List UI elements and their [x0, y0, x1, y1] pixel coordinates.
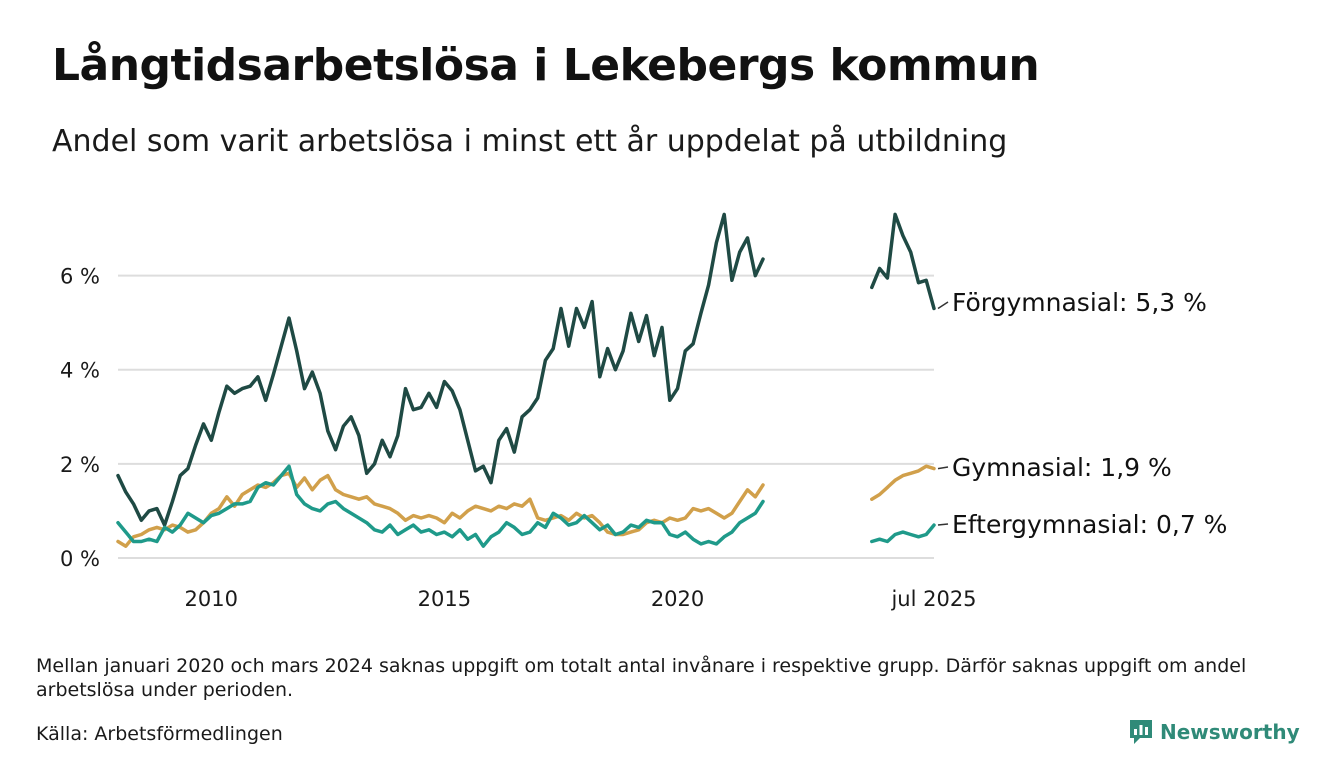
- series-lines: [116, 212, 936, 548]
- newsworthy-chart-icon: [1130, 720, 1152, 744]
- y-tick-label: 2 %: [60, 453, 100, 477]
- chart-subtitle: Andel som varit arbetslösa i minst ett å…: [52, 124, 1008, 159]
- series-end-label: Eftergymnasial: 0,7 %: [952, 510, 1227, 539]
- label-leader-line: [937, 523, 949, 526]
- series-line: [870, 523, 936, 544]
- series-line: [116, 464, 765, 548]
- x-tick-label: 2010: [185, 587, 238, 611]
- label-leader-line: [937, 301, 949, 310]
- line-chart: 0 % 2 % 4 % 6 % 2010 2015 2020 jul 2025 Förgym…: [60, 212, 1227, 611]
- y-tick-label: 0 %: [60, 547, 100, 571]
- label-leader-line: [937, 466, 949, 470]
- series-line: [870, 212, 936, 311]
- grid-lines: [118, 274, 934, 559]
- x-tick-label: 2020: [651, 587, 704, 611]
- series-line: [116, 471, 765, 548]
- brand-name: Newsworthy: [1160, 720, 1300, 744]
- series-end-label: Förgymnasial: 5,3 %: [952, 288, 1207, 317]
- series-line: [870, 464, 936, 501]
- x-axis-ticks: 2010 2015 2020 jul 2025: [185, 587, 977, 611]
- series-line: [116, 212, 765, 527]
- series-end-labels: Förgymnasial: 5,3 % Gymnasial: 1,9 % Efter…: [937, 288, 1227, 539]
- x-tick-label: jul 2025: [890, 587, 976, 611]
- x-tick-label: 2015: [418, 587, 471, 611]
- chart-title: Långtidsarbetslösa i Lekebergs kommun: [52, 40, 1040, 91]
- newsworthy-logo[interactable]: Newsworthy: [1128, 718, 1300, 746]
- y-axis-ticks: 0 % 2 % 4 % 6 %: [60, 265, 100, 571]
- chart-source: Källa: Arbetsförmedlingen: [36, 723, 283, 745]
- y-tick-label: 4 %: [60, 359, 100, 383]
- chart-note: Mellan januari 2020 och mars 2024 saknas…: [36, 655, 1247, 701]
- y-tick-label: 6 %: [60, 265, 100, 289]
- series-end-label: Gymnasial: 1,9 %: [952, 453, 1172, 482]
